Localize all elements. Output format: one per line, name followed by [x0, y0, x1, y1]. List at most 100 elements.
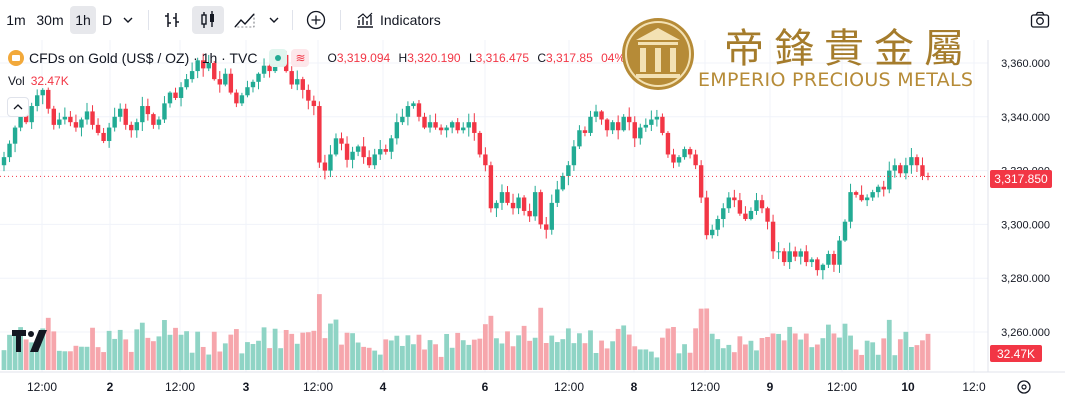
candle-body [804, 251, 809, 263]
volume-bar [278, 348, 284, 370]
volume-bar [62, 351, 68, 370]
candle-body [687, 149, 693, 155]
indicators-icon[interactable] [352, 6, 378, 34]
volume-bars [1, 294, 931, 370]
candle-body [555, 189, 560, 203]
tradingview-logo-icon[interactable] [12, 330, 48, 352]
candle-body [494, 202, 499, 209]
volume-bar [139, 322, 145, 370]
volume-bar [577, 333, 582, 370]
volume-bar [682, 344, 687, 370]
volume-bar [588, 330, 593, 370]
candle-body [189, 71, 195, 80]
candle-body [156, 119, 162, 125]
collapse-legend-button[interactable] [7, 97, 29, 117]
bar-chart-type-icon[interactable] [158, 6, 186, 34]
volume-bar [394, 335, 400, 370]
interval-d-button[interactable]: D [101, 12, 113, 28]
time-axis: 12:00 2 12:00 3 12:00 4 6 12:00 8 12:00 9 12:00 10 12… [27, 380, 986, 394]
candle-body [643, 124, 649, 128]
candle-body [748, 210, 754, 220]
toolbar-divider [340, 10, 341, 30]
candle-body [23, 114, 29, 123]
volume-bar [543, 343, 549, 370]
emperio-emblem-icon [622, 18, 694, 90]
volume-bar [615, 328, 621, 370]
market-open-icon [269, 49, 288, 67]
candle-body [151, 114, 156, 125]
volume-bar [560, 339, 566, 370]
volume-value: 32.47K [30, 74, 69, 88]
volume-bar [449, 347, 455, 370]
volume-bar [322, 338, 328, 370]
x-tick-label: 12:00 [690, 380, 720, 394]
volume-bar [676, 353, 682, 370]
volume-bar [599, 340, 604, 370]
candle-body [322, 162, 328, 171]
time-axis-settings-icon[interactable] [1017, 380, 1031, 394]
candle-body [261, 65, 267, 74]
compare-symbol-add-icon[interactable] [302, 6, 330, 34]
candle-body [798, 251, 803, 257]
candle-body [29, 106, 34, 123]
volume-bar [787, 326, 793, 370]
candle-body [538, 192, 543, 225]
chart-type-chevron-down-icon[interactable] [264, 6, 284, 34]
indicators-button[interactable]: Indicators [380, 12, 441, 28]
volume-bar [637, 349, 643, 370]
x-tick-label: 12:00 [554, 380, 584, 394]
toolbar-divider [148, 10, 149, 30]
candle-body [693, 154, 698, 166]
x-tick-label: 8 [631, 380, 638, 394]
volume-bar [870, 342, 876, 370]
volume-bar [809, 347, 815, 370]
logo-english-text: EMPERIO PRECIOUS METALS [698, 69, 974, 91]
candle-body [372, 154, 377, 166]
candle-body [887, 170, 892, 190]
chevron-down-icon[interactable] [118, 6, 138, 34]
candle-body [378, 149, 383, 155]
y-tick-label: 3,340.000 [1001, 112, 1050, 124]
price-chart[interactable]: 3,360.0003,340.0003,320.0003,300.0003,28… [0, 40, 1065, 404]
candle-body [62, 116, 68, 120]
candle-body [129, 124, 134, 131]
volume-bar [134, 329, 140, 370]
interval-30m-button[interactable]: 30m [36, 12, 64, 28]
interval-1h-button[interactable]: 1h [70, 6, 96, 34]
candle-body [223, 73, 228, 85]
candle-body [571, 146, 577, 166]
gold-symbol-icon [8, 50, 24, 66]
candle-body [444, 127, 449, 131]
candle-body [411, 103, 416, 107]
camera-snapshot-icon[interactable] [1026, 6, 1054, 34]
candle-body [737, 200, 743, 214]
volume-bar [328, 323, 333, 370]
y-tick-label: 3,260.000 [1001, 327, 1050, 339]
candle-body [212, 63, 217, 80]
volume-bar [106, 330, 112, 370]
volume-legend: Vol 32.47K [8, 74, 69, 88]
volume-bar [217, 351, 223, 370]
area-chart-type-icon[interactable] [230, 6, 260, 34]
candle-body [483, 154, 488, 166]
candles-chart-type-icon[interactable] [192, 6, 224, 34]
volume-bar [228, 334, 234, 370]
candle-body [477, 132, 483, 155]
candle-body [549, 202, 554, 230]
current-volume-label: 32.47K [990, 345, 1042, 362]
candle-body [449, 122, 455, 128]
volume-bar [704, 308, 710, 370]
candle-body [876, 186, 881, 193]
candle-body [200, 60, 206, 69]
candle-body [759, 200, 765, 209]
volume-bar [488, 315, 494, 370]
volume-bar [875, 354, 881, 370]
candle-body [195, 60, 200, 72]
candle-body [344, 143, 350, 160]
candle-body [295, 79, 300, 85]
candle-body [577, 130, 582, 147]
volume-bar [803, 333, 809, 370]
volume-bar [200, 346, 206, 370]
symbol-title[interactable]: CFDs on Gold (US$ / OZ) · 1h · TVC [29, 50, 258, 66]
interval-1m-button[interactable]: 1m [6, 12, 26, 28]
